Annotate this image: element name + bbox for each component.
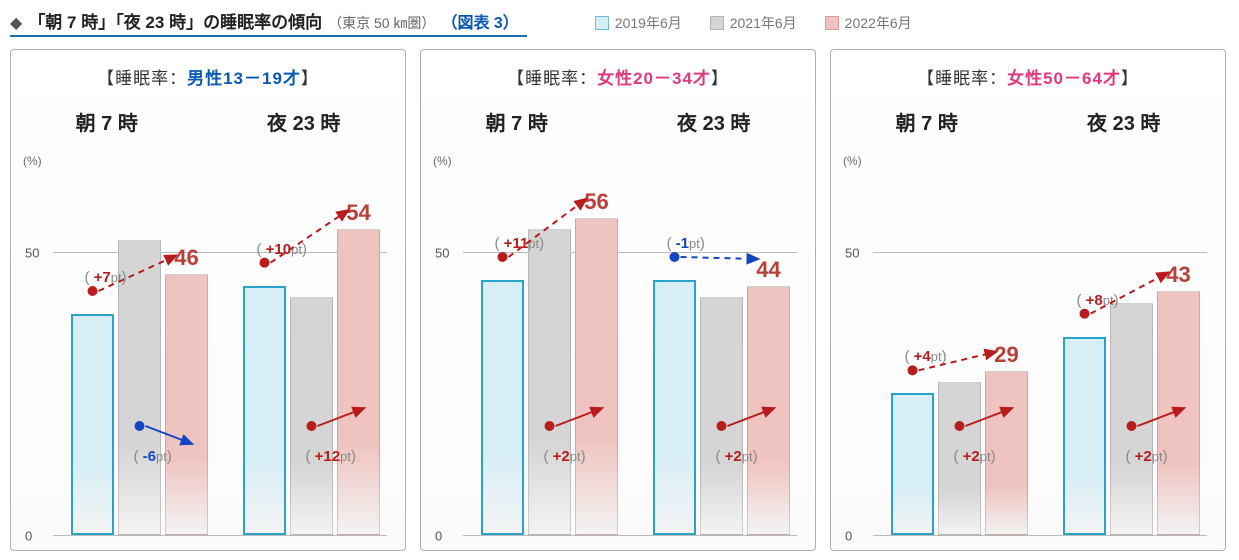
group-label: 朝 7 時: [486, 107, 548, 136]
group-label-row: 朝 7 時 夜 23 時: [831, 107, 1225, 136]
y-tick-label: 0: [25, 529, 32, 544]
legend-item: 2019年6月: [595, 13, 682, 33]
gridline: [463, 535, 797, 536]
legend-item: 2022年6月: [825, 13, 912, 33]
panels-row: 【睡眠率：男性13－19才】朝 7 時夜 23 時(%)050395246( +…: [10, 49, 1229, 551]
delta-annotation-bottom: ( -6pt): [134, 448, 172, 465]
delta-annotation-bottom: ( +2pt): [954, 448, 996, 465]
legend-label: 2019年6月: [615, 13, 682, 33]
bar: [747, 286, 790, 535]
delta-annotation-top: ( +10pt): [257, 241, 307, 258]
delta-annotation-bottom: ( +2pt): [716, 448, 758, 465]
legend: 2019年6月 2021年6月 2022年6月: [595, 13, 912, 33]
bar-group: [653, 280, 790, 535]
legend-label: 2021年6月: [730, 13, 797, 33]
delta-annotation-top: ( +11pt): [495, 235, 545, 252]
gridline: [873, 535, 1207, 536]
y-tick-label: 50: [25, 245, 39, 260]
group-label: 夜 23 時: [267, 107, 340, 136]
panel-title: 【睡眠率：女性20－34才】: [421, 64, 815, 89]
legend-label: 2022年6月: [845, 13, 912, 33]
chart-area: (%)050455456( +11pt)( +2pt)454244( -1pt)…: [433, 176, 803, 536]
bar-value-label: 44: [756, 257, 780, 283]
y-tick-label: 0: [845, 529, 852, 544]
bar: [71, 314, 114, 535]
legend-swatch: [595, 16, 609, 30]
panel-title: 【睡眠率：女性50－64才】: [831, 64, 1225, 89]
bar: [337, 229, 380, 535]
bar: [1110, 303, 1153, 535]
gridline: [873, 252, 1207, 253]
diamond-icon: ◆: [10, 13, 22, 33]
bar: [1063, 337, 1106, 535]
delta-annotation-top: ( +4pt): [905, 348, 947, 365]
delta-annotation-top: ( +7pt): [85, 269, 127, 286]
legend-item: 2021年6月: [710, 13, 797, 33]
chart-title-block: ◆ 「朝 7 時」「夜 23 時」の睡眠率の傾向 （東京 50 ㎞圏） （図表 …: [10, 8, 527, 37]
chart-title: 「朝 7 時」「夜 23 時」の睡眠率の傾向: [28, 8, 322, 33]
bar: [243, 286, 286, 535]
y-tick-label: 50: [435, 245, 449, 260]
y-axis-unit: (%): [23, 154, 42, 168]
bar-value-label: 56: [584, 189, 608, 215]
bar-group: [481, 218, 618, 535]
header: ◆ 「朝 7 時」「夜 23 時」の睡眠率の傾向 （東京 50 ㎞圏） （図表 …: [10, 8, 1229, 37]
bar: [290, 297, 333, 535]
legend-swatch: [710, 16, 724, 30]
y-axis-unit: (%): [433, 154, 452, 168]
y-axis-unit: (%): [843, 154, 862, 168]
group-label: 朝 7 時: [896, 107, 958, 136]
chart-area: (%)050395246( +7pt)( -6pt)444254( +10pt)…: [23, 176, 393, 536]
chart-panel: 【睡眠率：男性13－19才】朝 7 時夜 23 時(%)050395246( +…: [10, 49, 406, 551]
bar: [1157, 291, 1200, 535]
chart-panel: 【睡眠率：女性20－34才】朝 7 時夜 23 時(%)050455456( +…: [420, 49, 816, 551]
y-tick-label: 0: [435, 529, 442, 544]
delta-annotation-top: ( +8pt): [1077, 292, 1119, 309]
bar: [528, 229, 571, 535]
bar: [481, 280, 524, 535]
chart-figure-ref: （図表 3）: [441, 9, 518, 33]
group-label: 朝 7 時: [76, 107, 138, 136]
y-tick-label: 50: [845, 245, 859, 260]
delta-annotation-bottom: ( +12pt): [306, 448, 356, 465]
panel-title: 【睡眠率：男性13－19才】: [11, 64, 405, 89]
group-label: 夜 23 時: [1087, 107, 1160, 136]
delta-annotation-bottom: ( +2pt): [1126, 448, 1168, 465]
bar: [575, 218, 618, 535]
group-label-row: 朝 7 時 夜 23 時: [11, 107, 405, 136]
chart-area: (%)050252729( +4pt)( +2pt)354143( +8pt)(…: [843, 176, 1213, 536]
group-label: 夜 23 時: [677, 107, 750, 136]
legend-swatch: [825, 16, 839, 30]
bar: [165, 274, 208, 535]
gridline: [53, 535, 387, 536]
bar-group: [243, 229, 380, 535]
chart-panel: 【睡眠率：女性50－64才】朝 7 時夜 23 時(%)050252729( +…: [830, 49, 1226, 551]
bar: [891, 393, 934, 535]
delta-annotation-bottom: ( +2pt): [544, 448, 586, 465]
bar-value-label: 54: [346, 200, 370, 226]
chart-subtitle: （東京 50 ㎞圏）: [328, 13, 435, 33]
bar-value-label: 43: [1166, 262, 1190, 288]
bar-group: [1063, 291, 1200, 535]
bar-value-label: 29: [994, 342, 1018, 368]
delta-annotation-top: ( -1pt): [667, 235, 705, 252]
bar: [653, 280, 696, 535]
group-label-row: 朝 7 時 夜 23 時: [421, 107, 815, 136]
bar: [700, 297, 743, 535]
